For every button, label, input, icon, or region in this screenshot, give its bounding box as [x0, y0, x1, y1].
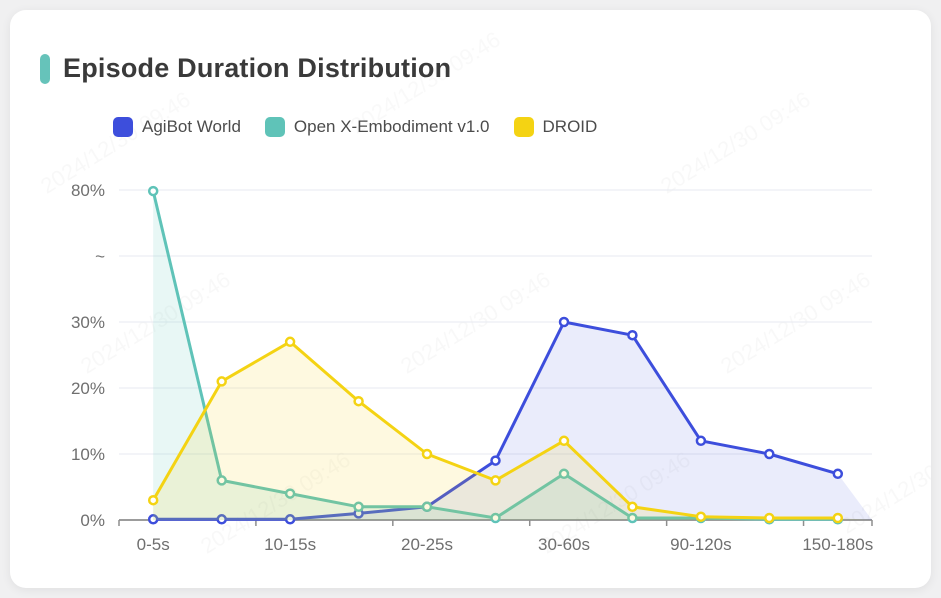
y-axis-tick-label: 80% — [71, 181, 105, 200]
x-axis-label: 10-15s — [264, 535, 316, 554]
data-point-agibot-world-8[interactable] — [697, 437, 705, 445]
data-point-agibot-world-5[interactable] — [492, 457, 500, 465]
data-point-droid-5[interactable] — [492, 476, 500, 484]
data-point-agibot-world-9[interactable] — [765, 450, 773, 458]
x-axis-label: 0-5s — [137, 535, 170, 554]
chart-svg: 0% 10% 20% 30% ~80% 0-5s 10-15s 20-25s 30-60s 90-… — [10, 10, 931, 588]
data-point-droid-8[interactable] — [697, 513, 705, 521]
x-axis-label: 90-120s — [670, 535, 731, 554]
x-axis-label: 30-60s — [538, 535, 590, 554]
y-axis-tick-label: ~ — [95, 247, 105, 266]
data-point-droid-3[interactable] — [355, 397, 363, 405]
data-point-droid-1[interactable] — [218, 377, 226, 385]
x-axis-label: 150-180s — [802, 535, 873, 554]
y-axis-tick-label: 0% — [80, 511, 105, 530]
y-axis-tick-label: 10% — [71, 445, 105, 464]
y-axis-tick-label: 20% — [71, 379, 105, 398]
data-point-droid-9[interactable] — [765, 514, 773, 522]
data-point-open-x-embodiment-v1-0-0[interactable] — [149, 187, 157, 195]
y-axis-tick-label: 30% — [71, 313, 105, 332]
data-point-droid-4[interactable] — [423, 450, 431, 458]
data-point-droid-6[interactable] — [560, 437, 568, 445]
data-point-agibot-world-6[interactable] — [560, 318, 568, 326]
data-point-agibot-world-7[interactable] — [628, 331, 636, 339]
data-point-agibot-world-10[interactable] — [834, 470, 842, 478]
data-point-droid-7[interactable] — [628, 503, 636, 511]
chart-card: 2024/12/30 09:462024/12/30 09:462024/12/… — [10, 10, 931, 588]
data-point-droid-0[interactable] — [149, 496, 157, 504]
x-axis-label: 20-25s — [401, 535, 453, 554]
data-point-droid-10[interactable] — [834, 514, 842, 522]
data-point-droid-2[interactable] — [286, 338, 294, 346]
